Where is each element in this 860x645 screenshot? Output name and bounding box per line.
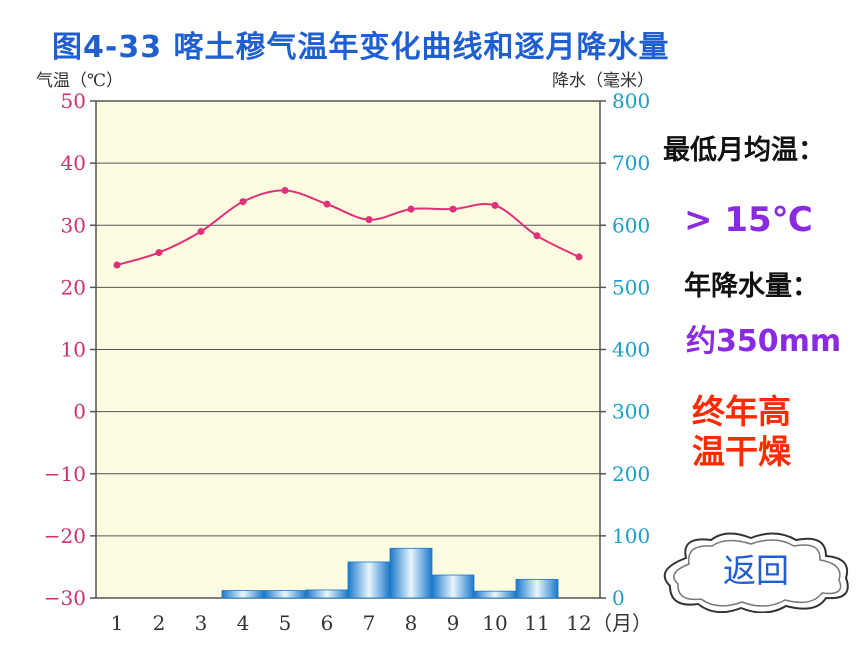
cloud-shape-icon bbox=[663, 532, 849, 613]
left-axis-label: 气温（℃） bbox=[36, 71, 123, 91]
precipitation-bar bbox=[473, 590, 517, 599]
right-tick-label: 500 bbox=[612, 275, 650, 299]
precipitation-bar bbox=[347, 561, 391, 599]
precipitation-bar bbox=[431, 574, 475, 599]
temperature-point bbox=[323, 200, 331, 208]
temperature-point bbox=[407, 205, 415, 213]
gridlines bbox=[90, 100, 606, 599]
annual-precip-label: 年降水量： bbox=[684, 271, 819, 302]
precipitation-bar bbox=[221, 590, 265, 599]
right-axis-ticks: 800 700 600 500 400 300 200 100 0 bbox=[612, 89, 650, 610]
x-tick-label: 10 bbox=[482, 611, 507, 635]
x-tick-label: 4 bbox=[237, 611, 250, 635]
x-tick-label: 7 bbox=[363, 611, 376, 635]
x-tick-label: 5 bbox=[279, 611, 292, 635]
right-axis-label: 降水（毫米） bbox=[552, 71, 654, 91]
temperature-point bbox=[113, 261, 121, 269]
right-tick-label: 400 bbox=[612, 338, 650, 362]
temperature-point bbox=[365, 216, 373, 224]
climate-summary-line1: 终年高 bbox=[692, 392, 791, 431]
min-temp-value: > 15℃ bbox=[684, 200, 813, 240]
temperature-curve bbox=[116, 189, 580, 266]
temperature-point bbox=[155, 249, 163, 257]
left-tick-label: −10 bbox=[44, 462, 86, 486]
temperature-point bbox=[197, 227, 205, 235]
climate-summary: 终年高 温干燥 bbox=[692, 392, 791, 472]
temperature-point bbox=[449, 205, 457, 213]
annual-precip-value: 约350mm bbox=[686, 324, 842, 359]
right-tick-label: 200 bbox=[612, 462, 650, 486]
precipitation-bars bbox=[221, 547, 559, 599]
return-button-label: 返回 bbox=[723, 551, 789, 590]
left-axis-ticks: 50 40 30 20 10 0 −10 −20 −30 bbox=[44, 89, 86, 610]
left-tick-label: −30 bbox=[44, 586, 86, 610]
precipitation-bar bbox=[515, 578, 559, 599]
precipitation-bar bbox=[305, 589, 349, 599]
x-tick-label: 3 bbox=[195, 611, 208, 635]
x-tick-label: 1 bbox=[111, 611, 124, 635]
right-tick-label: 0 bbox=[612, 586, 625, 610]
temperature-point bbox=[575, 253, 583, 261]
left-tick-label: 30 bbox=[61, 213, 86, 237]
right-tick-label: 700 bbox=[612, 151, 650, 175]
x-tick-label: 6 bbox=[321, 611, 334, 635]
left-tick-label: 50 bbox=[61, 89, 86, 113]
climate-summary-line2: 温干燥 bbox=[692, 432, 791, 471]
right-tick-label: 800 bbox=[612, 89, 650, 113]
return-button[interactable]: 返回 bbox=[656, 528, 856, 613]
left-tick-label: 10 bbox=[61, 338, 86, 362]
temperature-point bbox=[491, 201, 499, 209]
x-tick-label: 12 bbox=[566, 611, 591, 635]
left-tick-label: 0 bbox=[73, 400, 86, 424]
left-tick-label: 20 bbox=[61, 275, 86, 299]
x-axis-unit: （月） bbox=[592, 611, 652, 635]
right-tick-label: 600 bbox=[612, 213, 650, 237]
left-tick-label: 40 bbox=[61, 151, 86, 175]
temperature-point bbox=[533, 232, 541, 240]
x-axis-ticks: 1 2 3 4 5 6 7 8 9 10 11 12 bbox=[111, 611, 592, 635]
x-tick-label: 11 bbox=[524, 611, 549, 635]
temperature-points bbox=[113, 186, 583, 269]
temperature-point bbox=[281, 186, 289, 194]
right-tick-label: 100 bbox=[612, 524, 650, 548]
right-tick-label: 300 bbox=[612, 400, 650, 424]
precipitation-bar bbox=[389, 547, 433, 599]
chart-title: 图4-33 喀土穆气温年变化曲线和逐月降水量 bbox=[52, 30, 670, 65]
x-tick-label: 9 bbox=[447, 611, 460, 635]
precipitation-bar bbox=[263, 590, 307, 599]
temperature-point bbox=[239, 198, 247, 206]
x-tick-label: 8 bbox=[405, 611, 418, 635]
left-tick-label: −20 bbox=[44, 524, 86, 548]
x-tick-label: 2 bbox=[153, 611, 166, 635]
min-temp-label: 最低月均温： bbox=[663, 135, 825, 166]
